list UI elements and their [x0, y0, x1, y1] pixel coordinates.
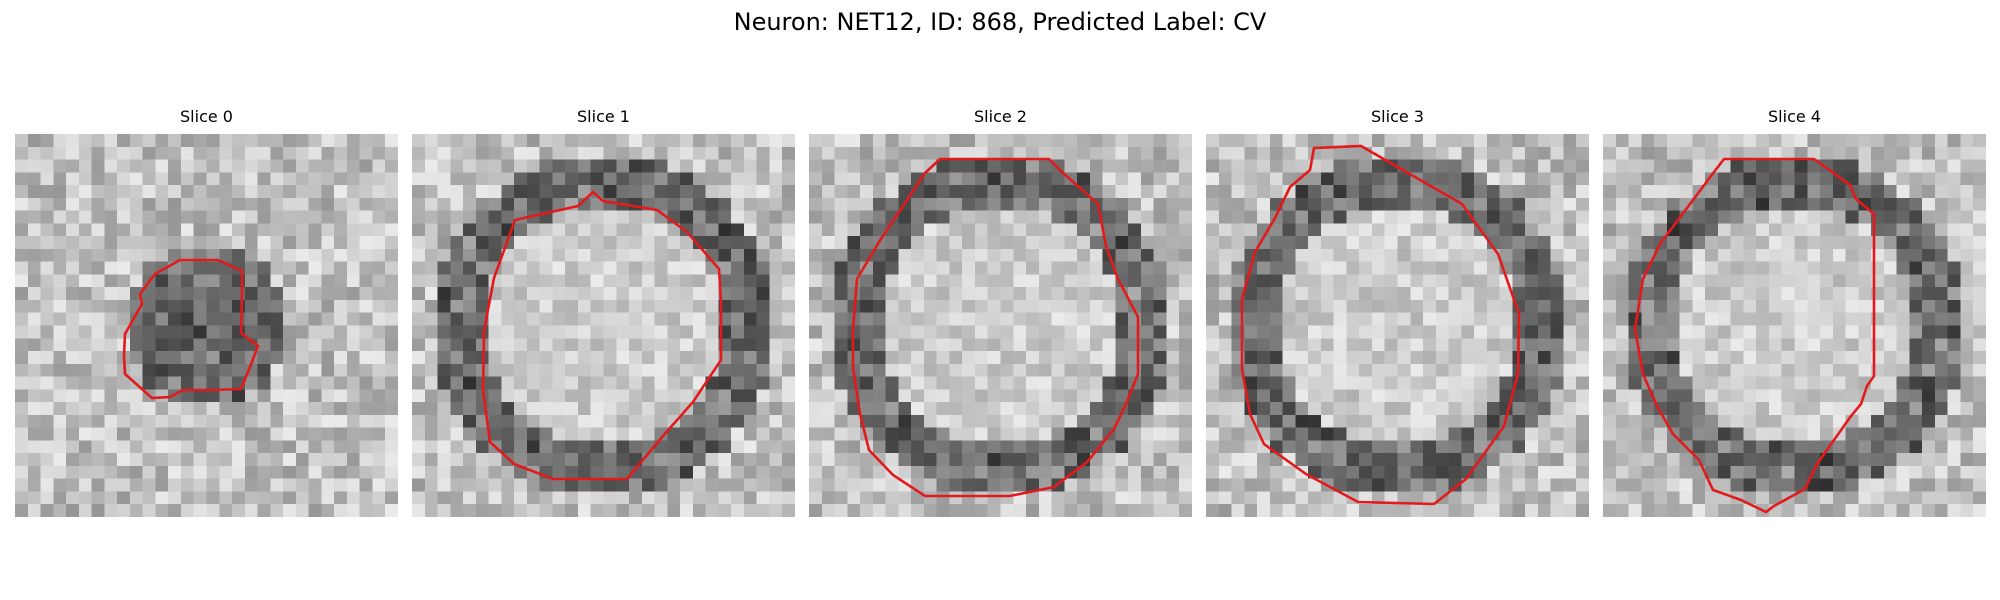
slice-panel-1: Slice 1	[412, 107, 795, 517]
slice-title-2: Slice 2	[974, 107, 1027, 126]
slice-image-0	[15, 134, 398, 517]
slice-title-4: Slice 4	[1768, 107, 1821, 126]
slice-panel-0: Slice 0	[15, 107, 398, 517]
slice-panel-3: Slice 3	[1206, 107, 1589, 517]
slice-image-4	[1603, 134, 1986, 517]
slice-title-1: Slice 1	[577, 107, 630, 126]
cell-contour-4	[1633, 157, 1876, 514]
slice-image-1	[412, 134, 795, 517]
cell-contour-1	[481, 190, 723, 481]
slice-image-3	[1206, 134, 1589, 517]
cell-contour-0	[122, 258, 260, 400]
cell-contour-3	[1240, 144, 1521, 506]
slice-title-3: Slice 3	[1371, 107, 1424, 126]
cell-contour-2	[851, 157, 1140, 498]
slice-panel-4: Slice 4	[1603, 107, 1986, 517]
slice-title-0: Slice 0	[180, 107, 233, 126]
slice-panel-2: Slice 2	[809, 107, 1192, 517]
figure-title: Neuron: NET12, ID: 868, Predicted Label:…	[733, 8, 1267, 36]
